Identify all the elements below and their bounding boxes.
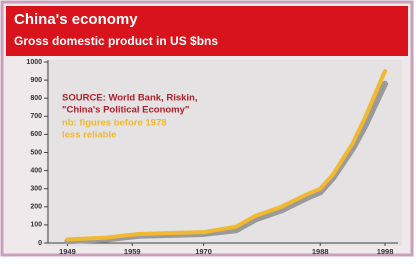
chart: China's economy Gross domestic product i… <box>0 0 416 259</box>
y-tick-label: 900 <box>30 77 42 84</box>
chart-subtitle: Gross domestic product in US $bns <box>14 34 218 48</box>
y-tick-label: 400 <box>30 167 42 174</box>
y-tick-label: 600 <box>30 131 42 138</box>
annotation: "China's Political Economy" <box>62 105 189 116</box>
x-tick-label: 1998 <box>377 247 394 256</box>
annotation: nb: figures before 1978 <box>62 118 167 129</box>
y-tick-label: 200 <box>30 204 42 211</box>
y-tick-label: 300 <box>30 186 42 193</box>
y-tick-label: 700 <box>30 113 42 120</box>
chart-title: China's economy <box>14 11 138 28</box>
x-tick-label: 1949 <box>59 247 76 256</box>
y-tick-label: 1000 <box>26 59 42 66</box>
annotation: less reliable <box>62 130 116 141</box>
x-tick-label: 1970 <box>195 247 212 256</box>
x-tick-label: 1959 <box>124 247 141 256</box>
y-tick-label: 500 <box>30 149 42 156</box>
y-tick-label: 800 <box>30 95 42 102</box>
y-tick-label: 100 <box>30 222 42 229</box>
y-tick-label: 0 <box>38 240 42 247</box>
annotation: SOURCE: World Bank, Riskin, <box>62 93 197 104</box>
x-tick-label: 1988 <box>312 247 329 256</box>
